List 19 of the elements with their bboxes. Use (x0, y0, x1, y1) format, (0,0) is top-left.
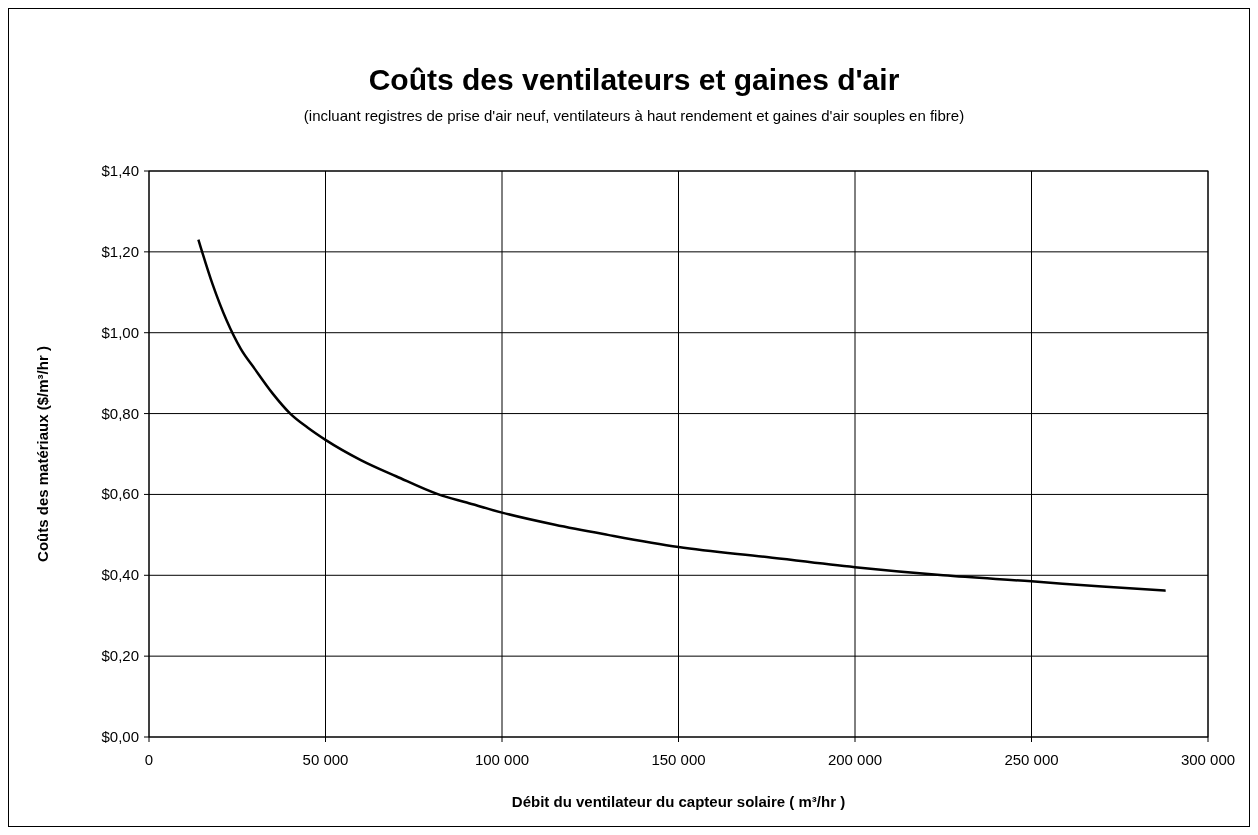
x-tick-label: 300 000 (1180, 751, 1236, 768)
y-tick-label: $0,40 (101, 566, 139, 584)
y-axis-title: Coûts des matériaux ($/m³/hr ) (34, 346, 51, 562)
x-tick-label: 100 000 (474, 751, 530, 768)
y-tick-label: $0,00 (101, 728, 139, 745)
y-tick-label: $1,20 (101, 242, 139, 260)
y-tick-label: $0,60 (101, 485, 139, 503)
chart-subtitle: (incluant registres de prise d'air neuf, ventilateurs à haut rendement et gaines d'air souples en fibre) (303, 107, 965, 124)
x-tick-label: 200 000 (827, 751, 883, 768)
x-axis-title: Débit du ventilateur du capteur solaire ( m³/hr ) (511, 793, 846, 810)
x-tick-label: 0 (144, 751, 154, 768)
x-tick-label: 150 000 (651, 751, 706, 768)
y-tick-label: $1,40 (101, 162, 139, 179)
y-tick-label: $0,20 (101, 647, 139, 665)
y-tick-label: $1,00 (101, 323, 139, 341)
x-tick-label: 50 000 (302, 751, 349, 768)
chart-title: Coûts des ventilateurs et gaines d'air (368, 63, 900, 96)
x-tick-label: 250 000 (1004, 751, 1059, 768)
y-tick-label: $0,80 (101, 404, 139, 422)
